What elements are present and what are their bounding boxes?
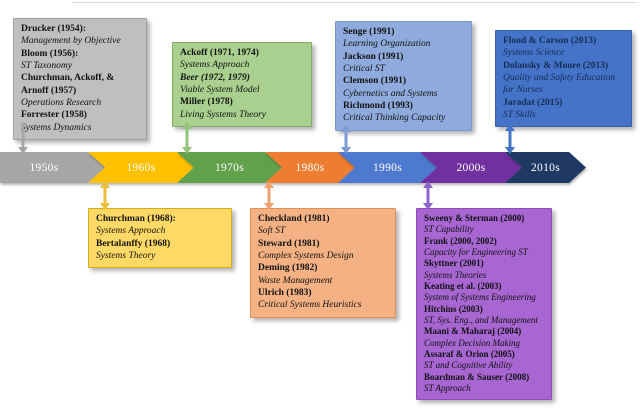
double-arrow-connector-icon bbox=[422, 181, 433, 210]
entry-author: Bertalanffy (1968) bbox=[96, 238, 171, 249]
entry-concept: Learning Organization bbox=[343, 39, 431, 50]
double-arrow-connector-icon bbox=[340, 125, 351, 154]
entry-concept: Systems Theories bbox=[424, 269, 487, 280]
entry-author: Hitchins (2003) bbox=[424, 303, 483, 314]
entry-concept: ST Skills bbox=[503, 110, 536, 121]
figure-border-line bbox=[72, 2, 638, 3]
double-arrow-connector-icon bbox=[263, 181, 274, 210]
decade-label: 2010s bbox=[531, 161, 560, 174]
timeline-segment-2000s: 2000s bbox=[420, 152, 522, 183]
entry-author: Assaraf & Orion (2005) bbox=[424, 348, 515, 359]
entry-author: Maani & Maharaj (2004) bbox=[424, 326, 522, 337]
era-box-1960s: Churchman (1968): Systems Approach Bertala… bbox=[88, 208, 232, 269]
decade-label: 1980s bbox=[295, 161, 325, 174]
era-box-2010s: Flood & Carson (2013) Systems Science Dola… bbox=[495, 30, 632, 128]
entry-concept: Viable System Model bbox=[180, 85, 260, 96]
entry-author: Flood & Carson (2013) bbox=[503, 36, 597, 46]
entry-author: Churchman (1968): bbox=[96, 214, 176, 224]
entry-concept: Systems Theory bbox=[96, 251, 156, 262]
entry-concept: ST Approach bbox=[424, 382, 471, 393]
era-box-1950s: Drucker (1954): Management by Objective Bl… bbox=[13, 18, 147, 141]
entry-author: Jackson (1991) bbox=[343, 51, 404, 62]
chevron-arrow-icon: 2000s bbox=[420, 152, 522, 183]
entry-author: Skyttner (2001) bbox=[424, 258, 484, 269]
entry-author: Sweeny & Sterman (2000) bbox=[424, 213, 525, 223]
decade-label: 1950s bbox=[29, 161, 59, 174]
era-box-1990s: Senge (1991) Learning Organization Jackson… bbox=[335, 21, 472, 131]
entry-author: Steward (1981) bbox=[258, 238, 320, 249]
double-arrow-connector-icon bbox=[181, 122, 192, 154]
decade-label: 2000s bbox=[456, 161, 486, 174]
chevron-arrow-icon: 1970s bbox=[177, 152, 282, 183]
entry-author: Clemson (1991) bbox=[343, 76, 407, 87]
entry-author: Beer (1972, 1979) bbox=[180, 72, 250, 83]
entry-concept: Operations Research bbox=[21, 98, 102, 109]
entry-concept: Systems Science bbox=[503, 48, 565, 59]
entry-concept: Cybernetics and Systems bbox=[343, 88, 438, 99]
entry-concept: System of Systems Engineering bbox=[424, 292, 536, 303]
decade-label: 1990s bbox=[373, 161, 402, 174]
timeline-segment-1950s: 1950s bbox=[0, 152, 105, 183]
entry-concept: ST, Sys. Eng., and Management bbox=[424, 314, 538, 325]
entry-concept: Complex Systems Design bbox=[258, 251, 354, 262]
entry-concept: Quality and Safety Education for Nurses bbox=[503, 73, 616, 96]
entry-author: Forrester (1958) bbox=[21, 110, 87, 121]
entry-concept: Critical Thinking Capacity bbox=[343, 113, 446, 124]
timeline-segment-1980s: 1980s bbox=[265, 152, 355, 183]
entry-author: Jaradat (2015) bbox=[503, 97, 563, 108]
entry-author: Bloom (1956): bbox=[21, 48, 79, 59]
entry-concept: ST Taxonomy bbox=[21, 61, 72, 72]
chevron-arrow-icon: 1990s bbox=[338, 152, 437, 183]
double-arrow-connector-icon bbox=[99, 181, 110, 210]
timeline-segment-1990s: 1990s bbox=[338, 152, 437, 183]
entry-concept: Systems Approach bbox=[180, 60, 250, 71]
entry-concept: Systems Dynamics bbox=[21, 122, 92, 133]
down-arrow-connector-icon bbox=[17, 123, 28, 154]
double-arrow-connector-icon bbox=[504, 124, 515, 154]
timeline-segment-1970s: 1970s bbox=[177, 152, 282, 183]
entry-concept: Waste Management bbox=[258, 275, 333, 286]
chevron-arrow-icon: 1960s bbox=[88, 152, 194, 183]
decade-label: 1970s bbox=[215, 161, 244, 174]
decade-label: 1960s bbox=[126, 161, 156, 174]
entry-concept: Living Systems Theory bbox=[180, 109, 267, 120]
entry-author: Boardman & Sauser (2008) bbox=[424, 371, 530, 382]
entry-concept: Systems Approach bbox=[96, 226, 166, 237]
entry-author: Ackoff (1971, 1974) bbox=[180, 48, 259, 58]
entry-author: Keating et al. (2003) bbox=[424, 280, 502, 291]
entry-concept: Complex Decision Making bbox=[424, 337, 520, 348]
timeline-segment-1960s: 1960s bbox=[88, 152, 194, 183]
entry-concept: ST and Cognitive Ability bbox=[424, 360, 513, 371]
entry-concept: Soft ST bbox=[258, 226, 286, 237]
entry-concept: Critical Systems Heuristics bbox=[258, 300, 362, 311]
chevron-arrow-icon: 2010s bbox=[505, 152, 586, 183]
entry-author: Dolansky & Moore (2013) bbox=[503, 60, 609, 71]
entry-author: Checkland (1981) bbox=[258, 214, 330, 224]
entry-concept: Critical ST bbox=[343, 64, 385, 75]
era-box-2000s: Sweeny & Sterman (2000) ST Capability Fran… bbox=[416, 208, 552, 401]
entry-author: Deming (1982) bbox=[258, 263, 318, 274]
entry-concept: ST Capability bbox=[424, 224, 474, 235]
entry-author: Ulrich (1983) bbox=[258, 288, 312, 299]
entry-author: Drucker (1954): bbox=[21, 24, 86, 34]
entry-author: Frank (2000, 2002) bbox=[424, 235, 497, 246]
entry-author: Richmond (1993) bbox=[343, 101, 413, 112]
entry-concept: Capacity for Engineering ST bbox=[424, 246, 528, 257]
entry-concept: Management by Objective bbox=[21, 36, 121, 47]
era-box-1980s: Checkland (1981) Soft ST Steward (1981) Com… bbox=[250, 208, 396, 318]
chevron-arrow-icon: 1950s bbox=[0, 152, 105, 183]
entry-author: Senge (1991) bbox=[343, 27, 395, 37]
entry-author: Churchman, Ackoff, & Arnoff (1957) bbox=[21, 73, 115, 96]
timeline-segment-2010s: 2010s bbox=[505, 152, 586, 183]
entry-author: Miller (1978) bbox=[180, 97, 233, 108]
era-box-1970s: Ackoff (1971, 1974) Systems Approach Beer … bbox=[172, 42, 312, 128]
